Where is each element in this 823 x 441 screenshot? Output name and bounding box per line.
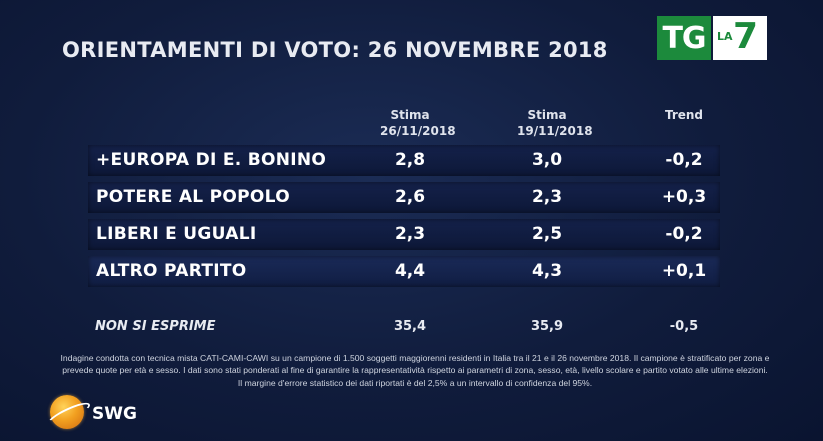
estimate-26: 2,8: [394, 150, 426, 170]
estimate-19: 3,0: [531, 150, 563, 170]
estimate-19: 2,3: [531, 187, 563, 207]
estimate-26: 2,6: [394, 187, 426, 207]
page-title: ORIENTAMENTI DI VOTO: 26 NOVEMBRE 2018: [62, 38, 608, 62]
la7-logo-seven: 7: [733, 16, 759, 57]
trend-value: -0,2: [665, 224, 703, 244]
trend-value: +0,1: [661, 261, 707, 281]
table-row: LIBERI E UGUALI 2,3 2,5 -0,2: [88, 219, 720, 250]
table-row: POTERE AL POPOLO 2,6 2,3 +0,3: [88, 182, 720, 213]
swg-globe-icon: [50, 395, 84, 429]
party-name: ALTRO PARTITO: [96, 261, 247, 281]
row-background: [88, 145, 720, 176]
methodology-note: Indagine condotta con tecnica mista CATI…: [60, 353, 770, 388]
swg-logo: SWG: [50, 395, 160, 431]
la7-logo-la: LA: [717, 30, 733, 43]
trend-value: +0,3: [661, 187, 707, 207]
party-name: LIBERI E UGUALI: [96, 224, 257, 244]
trend-value: -0,2: [665, 150, 703, 170]
estimate-26: 4,4: [394, 261, 426, 281]
party-name: POTERE AL POPOLO: [96, 187, 290, 207]
non-si-esprime-label: NON SI ESPRIME: [95, 319, 216, 334]
column-header-stima-26: Stima 26/11/2018: [380, 107, 456, 139]
non-si-esprime-estimate-19: 35,9: [530, 319, 564, 334]
column-header-label: Stima: [390, 108, 430, 122]
non-si-esprime-trend: -0,5: [669, 319, 699, 334]
column-header-label: Trend: [664, 108, 704, 122]
estimate-19: 4,3: [531, 261, 563, 281]
column-header-date: 26/11/2018: [380, 124, 456, 138]
row-background: [88, 256, 720, 287]
column-header-trend: Trend: [652, 107, 716, 123]
table-row: ALTRO PARTITO 4,4 4,3 +0,1: [88, 256, 720, 287]
tg-la7-logo: TG LA 7: [657, 16, 767, 60]
estimate-19: 2,5: [531, 224, 563, 244]
column-header-label: Stima: [527, 108, 567, 122]
estimate-26: 2,3: [394, 224, 426, 244]
column-header-date: 19/11/2018: [517, 124, 593, 138]
la7-logo-box: LA 7: [713, 16, 767, 60]
party-name: +EUROPA DI E. BONINO: [96, 150, 327, 170]
row-background: [88, 182, 720, 213]
non-si-esprime-estimate-26: 35,4: [393, 319, 427, 334]
table-row: +EUROPA DI E. BONINO 2,8 3,0 -0,2: [88, 145, 720, 176]
tg-logo-text: TG: [657, 16, 711, 60]
column-header-stima-19: Stima 19/11/2018: [517, 107, 593, 139]
swg-logo-text: SWG: [92, 404, 137, 424]
row-background: [88, 219, 720, 250]
